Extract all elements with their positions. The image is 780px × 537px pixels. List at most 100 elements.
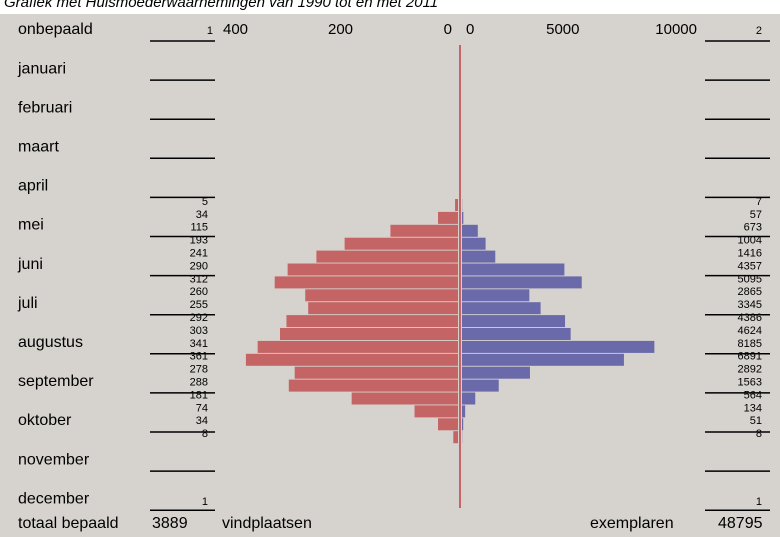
value-label: 1416 [738, 248, 762, 260]
bar-left [453, 431, 458, 444]
bar-left [274, 276, 458, 289]
row-label: oktober [18, 412, 72, 429]
value-label: 2892 [738, 364, 762, 376]
bar-left [390, 224, 458, 237]
end-count: 1 [756, 496, 762, 508]
value-label: 288 [190, 377, 208, 389]
bar-right [462, 340, 655, 353]
value-label: 7 [756, 196, 762, 208]
value-label: 134 [744, 402, 762, 414]
x-tick-label: 0 [444, 21, 452, 38]
bar-left [308, 302, 458, 315]
row-label: maart [18, 139, 59, 156]
value-label: 34 [196, 415, 208, 427]
bar-right [462, 405, 466, 418]
row-label: mei [18, 217, 44, 234]
value-label: 3345 [738, 299, 762, 311]
value-label: 564 [744, 389, 762, 401]
bar-right [462, 250, 496, 263]
bar-right [462, 276, 582, 289]
value-label: 341 [190, 338, 208, 350]
value-label: 1563 [738, 377, 762, 389]
row-label: februari [18, 99, 72, 116]
value-label: 292 [190, 312, 208, 324]
bar-right [462, 315, 566, 328]
x2-tick-label: 5000 [546, 21, 579, 38]
bar-left [455, 199, 458, 211]
footer-total-sites: 3889 [152, 515, 188, 532]
end-count: 1 [202, 496, 208, 508]
value-label: 8185 [738, 338, 762, 350]
bar-left [294, 366, 458, 379]
bar-right [462, 366, 530, 379]
value-label: 74 [196, 402, 208, 414]
bar-left [287, 263, 458, 276]
bar-left [414, 405, 458, 418]
x-tick-label: 400 [223, 21, 248, 38]
bar-right [462, 302, 541, 315]
bar-right [462, 418, 464, 431]
value-label: 361 [190, 351, 208, 363]
chart-title: Grafiek met Huismoederwaarnemingen van 1… [4, 0, 438, 11]
bar-right [462, 237, 486, 250]
value-label: 260 [190, 286, 208, 298]
row-label: juni [17, 256, 43, 273]
value-label: 181 [190, 389, 208, 401]
footer-series-left: vindplaatsen [222, 515, 312, 532]
bar-left [351, 392, 458, 405]
x-tick-label: 200 [328, 21, 353, 38]
value-label: 193 [190, 235, 208, 247]
unknown-count: 2 [756, 25, 762, 37]
value-label: 303 [190, 325, 208, 337]
value-label: 5095 [738, 273, 762, 285]
value-label: 8 [756, 428, 762, 440]
value-label: 4386 [738, 312, 762, 324]
row-label: april [18, 178, 48, 195]
footer-label: totaal bepaald [18, 515, 119, 532]
row-label: december [18, 490, 90, 507]
value-label: 290 [190, 260, 208, 272]
value-label: 8 [202, 428, 208, 440]
row-label: juli [17, 295, 38, 312]
bar-right [462, 392, 476, 405]
value-label: 34 [196, 209, 208, 221]
row-label: januari [17, 60, 66, 77]
value-label: 4624 [738, 325, 762, 337]
bar-left [316, 250, 458, 263]
bar-right [462, 263, 565, 276]
value-label: 278 [190, 364, 208, 376]
value-label: 57 [750, 209, 762, 221]
value-label: 51 [750, 415, 762, 427]
value-label: 4357 [738, 260, 762, 272]
bar-right [462, 353, 624, 366]
footer-total-specimens: 48795 [718, 515, 763, 532]
bar-right [462, 328, 571, 340]
bar-left [245, 353, 458, 366]
value-label: 673 [744, 222, 762, 234]
bar-right [462, 224, 478, 237]
unknown-count: 1 [207, 25, 213, 37]
value-label: 241 [190, 248, 208, 260]
value-label: 1004 [738, 235, 762, 247]
x2-tick-label: 10000 [655, 21, 697, 38]
row-label: september [18, 373, 94, 390]
bar-left [344, 237, 458, 250]
footer-series-right: exemplaren [590, 515, 674, 532]
bar-right [462, 289, 530, 302]
row-label: augustus [18, 334, 83, 351]
bar-left [438, 211, 458, 224]
value-label: 312 [190, 273, 208, 285]
bar-right [462, 379, 499, 392]
bar-right [462, 211, 464, 224]
value-label: 2865 [738, 286, 762, 298]
bar-left [279, 328, 458, 340]
bar-left [257, 340, 458, 353]
value-label: 115 [190, 222, 208, 234]
row-label: onbepaald [18, 21, 93, 38]
row-label: november [18, 451, 90, 468]
bar-left [438, 418, 458, 431]
bar-left [305, 289, 458, 302]
value-label: 255 [190, 299, 208, 311]
x2-tick-label: 0 [466, 21, 474, 38]
